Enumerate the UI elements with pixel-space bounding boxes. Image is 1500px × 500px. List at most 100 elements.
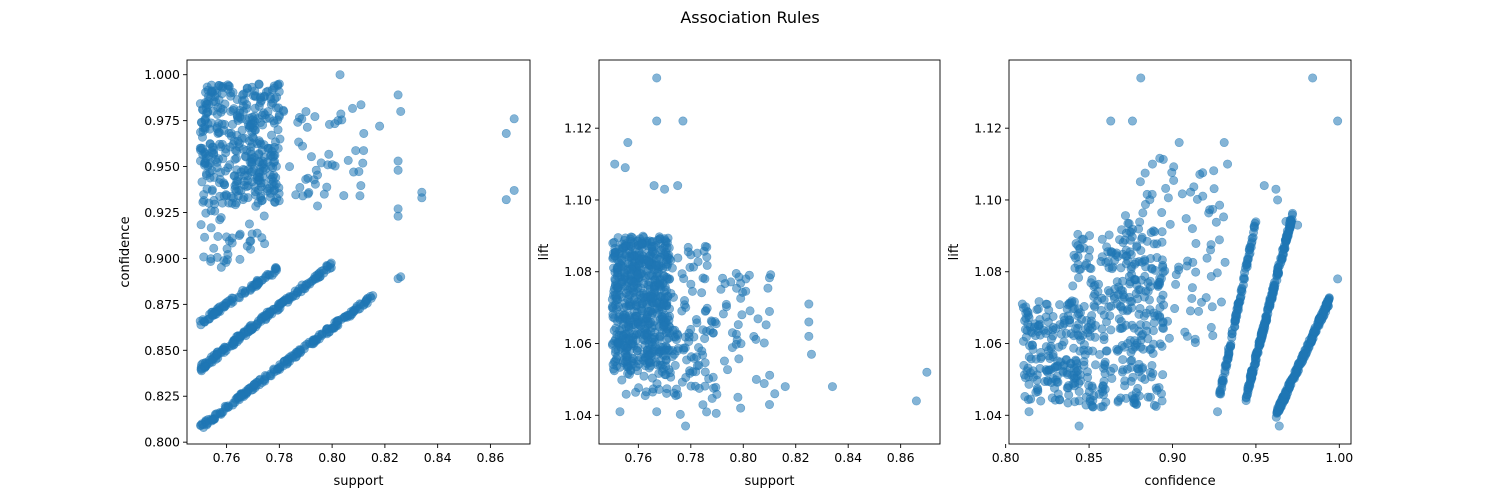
data-point (509, 114, 519, 124)
data-point (1137, 232, 1147, 242)
scatter-points (1017, 73, 1343, 431)
data-point (1137, 372, 1147, 382)
data-point (649, 181, 659, 191)
data-point (1126, 264, 1136, 274)
data-point (764, 306, 774, 316)
data-point (692, 248, 702, 258)
y-tick-label: 1.10 (974, 192, 1002, 207)
data-point (1136, 73, 1146, 83)
data-point (252, 280, 262, 290)
data-point (736, 339, 746, 349)
data-point (765, 370, 775, 380)
data-point (700, 274, 710, 284)
data-point (683, 242, 693, 252)
data-point (417, 193, 427, 203)
data-point (237, 133, 247, 143)
data-point (310, 271, 320, 281)
data-point (608, 252, 618, 262)
y-tick-label: 1.12 (974, 121, 1002, 136)
data-point (1099, 360, 1109, 370)
data-point (245, 236, 255, 246)
data-point (213, 231, 223, 241)
data-point (1135, 177, 1145, 187)
data-point (1069, 331, 1079, 341)
data-point (1181, 214, 1191, 224)
data-point (1085, 263, 1095, 273)
y-tick-label: 1.000 (144, 67, 180, 82)
data-point (759, 338, 769, 348)
data-point (1075, 244, 1085, 254)
data-point (335, 70, 345, 80)
data-point (1314, 314, 1324, 324)
data-point (234, 231, 244, 241)
y-tick-label: 1.04 (974, 408, 1002, 423)
data-point (655, 234, 665, 244)
data-point (654, 368, 664, 378)
axes-frame (186, 59, 531, 445)
data-point (1148, 326, 1158, 336)
data-point (1105, 311, 1115, 321)
data-point (1213, 407, 1223, 417)
subplots: 0.76 0.78 0.80 0.82 0.84 0.86 0.800 0.825 0.850 0… (118, 59, 1353, 489)
data-point (246, 119, 256, 129)
data-point (200, 232, 210, 242)
data-point (1147, 189, 1157, 199)
y-tick-label: 0.950 (144, 159, 180, 174)
x-tick-label: 0.82 (782, 450, 810, 465)
data-point (1138, 208, 1148, 218)
axes-frame (598, 59, 941, 445)
data-point (702, 407, 712, 417)
data-point (1208, 331, 1218, 341)
data-point (679, 274, 689, 284)
data-point (1036, 396, 1046, 406)
data-point (313, 201, 323, 211)
data-point (1169, 175, 1179, 185)
data-point (911, 396, 921, 406)
data-point (610, 159, 620, 169)
data-point (708, 372, 718, 382)
x-tick-label: 0.78 (677, 450, 705, 465)
data-point (1211, 217, 1221, 227)
data-point (623, 369, 633, 379)
data-point (1157, 227, 1167, 237)
x-tick-label: 0.80 (992, 450, 1020, 465)
data-point (327, 160, 337, 170)
data-point (1044, 305, 1054, 315)
data-point (1206, 322, 1216, 332)
data-point (263, 144, 273, 154)
data-point (254, 79, 264, 89)
data-point (1262, 305, 1272, 315)
data-point (719, 356, 729, 366)
data-point (1150, 311, 1160, 321)
data-point (678, 116, 688, 126)
data-point (1170, 304, 1180, 314)
data-point (1214, 235, 1224, 245)
data-point (697, 288, 707, 298)
y-tick-label: 1.04 (564, 408, 592, 423)
data-point (1204, 208, 1214, 218)
data-point (1126, 227, 1136, 237)
x-tick-label: 0.76 (213, 450, 241, 465)
data-point (233, 176, 243, 186)
data-point (393, 90, 403, 100)
data-point (501, 128, 511, 138)
data-point (624, 290, 634, 300)
subplot-right: 0.80 0.85 0.90 0.95 1.00 1.04 1.06 1.08 1.10 1.12… (947, 59, 1353, 489)
data-point (1259, 181, 1269, 191)
data-point (237, 125, 247, 135)
data-point (736, 403, 746, 413)
data-point (731, 329, 741, 339)
data-point (1132, 338, 1142, 348)
data-point (1136, 246, 1146, 256)
data-point (1140, 199, 1150, 209)
data-point (647, 242, 657, 252)
data-point (625, 315, 635, 325)
data-point (700, 334, 710, 344)
data-point (1115, 235, 1125, 245)
data-point (1099, 376, 1109, 386)
y-axis-label: lift (537, 244, 552, 261)
data-point (1135, 303, 1145, 313)
data-point (1146, 228, 1156, 238)
data-point (670, 360, 680, 370)
